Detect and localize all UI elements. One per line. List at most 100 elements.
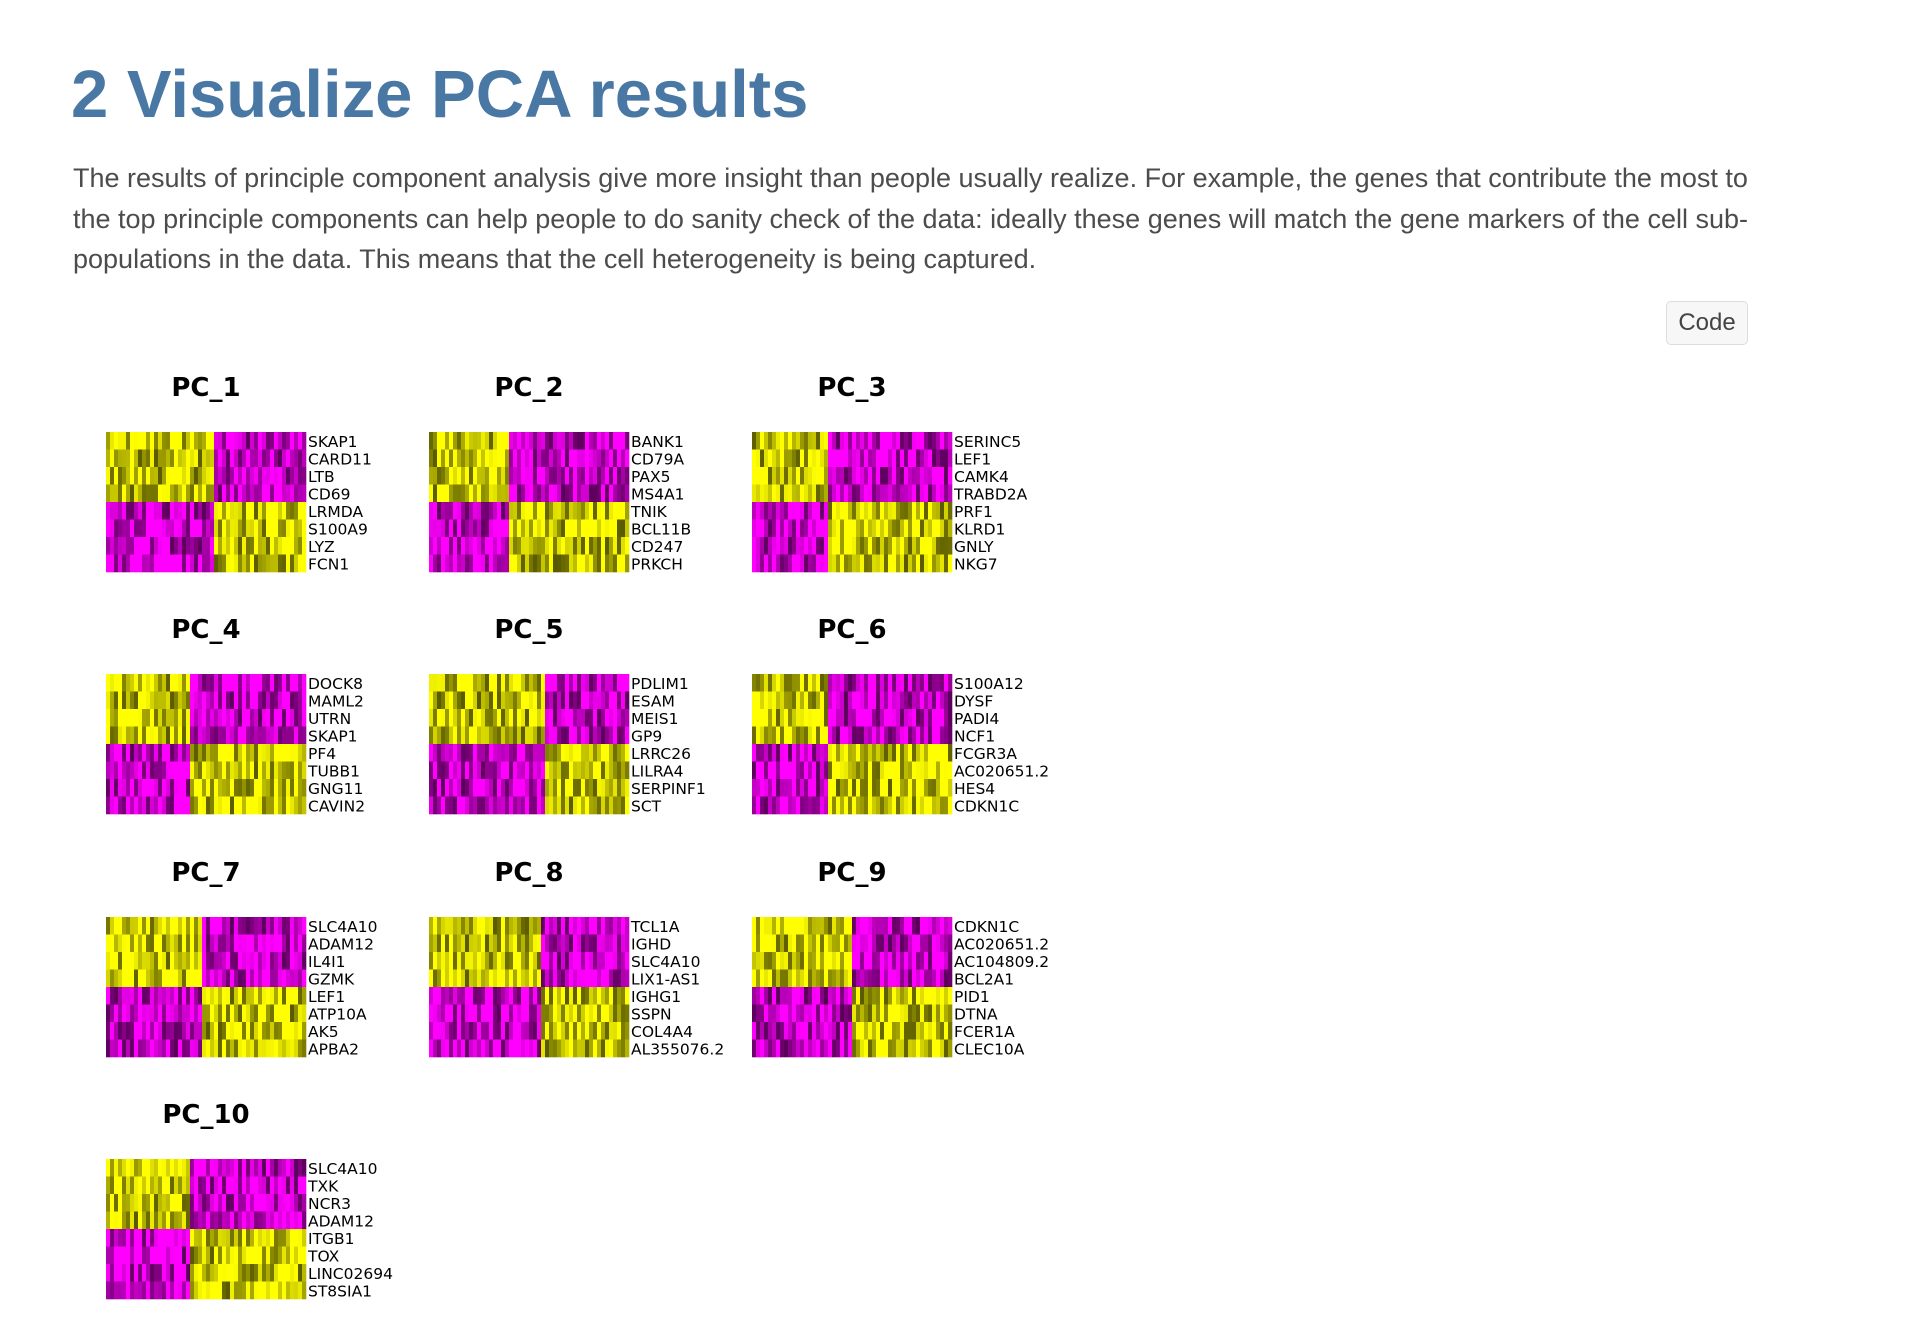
heatmap-cell: [884, 969, 889, 988]
heatmap-cell: [142, 432, 147, 450]
heatmap-cell: [294, 709, 299, 727]
heatmap-cell: [561, 674, 566, 692]
heatmap-cell: [477, 554, 482, 573]
heatmap-cell: [162, 1264, 167, 1282]
heatmap-cell: [270, 1159, 275, 1177]
heatmap-cell: [186, 1281, 191, 1300]
heatmap-cell: [880, 502, 885, 520]
heatmap-cell: [138, 726, 143, 745]
heatmap-cell: [150, 554, 155, 573]
heatmap-cell: [924, 519, 929, 538]
heatmap-cell: [896, 934, 901, 953]
heatmap-cell: [944, 761, 949, 780]
heatmap-cell: [509, 432, 514, 450]
heatmap-cell: [134, 1004, 139, 1023]
heatmap-cell: [876, 744, 881, 762]
heatmap-cell: [553, 917, 558, 935]
heatmap-cell: [258, 554, 263, 573]
heatmap-cell: [856, 467, 861, 485]
heatmap-cell: [481, 934, 486, 953]
heatmap-cell: [186, 761, 191, 780]
heatmap-cell: [218, 917, 223, 935]
heatmap-cell: [920, 519, 925, 538]
heatmap-cell: [808, 467, 813, 485]
heatmap-cell: [222, 779, 227, 797]
heatmap-cell: [246, 1159, 251, 1177]
heatmap-cell: [625, 796, 630, 815]
heatmap-cell: [840, 796, 845, 815]
heatmap-cell: [561, 432, 566, 450]
heatmap-cell: [461, 934, 466, 953]
heatmap-cell: [234, 432, 239, 450]
heatmap-cell: [549, 744, 554, 762]
heatmap-cell: [489, 779, 494, 797]
gene-label: NKG7: [954, 555, 998, 573]
heatmap-cell: [784, 449, 789, 468]
heatmap-cell: [118, 502, 123, 520]
heatmap-cell: [154, 761, 159, 780]
heatmap-cell: [437, 449, 442, 468]
heatmap-cell: [150, 761, 155, 780]
heatmap-cell: [860, 449, 865, 468]
heatmap-cell: [134, 1176, 139, 1195]
heatmap-cell: [110, 796, 115, 815]
heatmap-cell: [948, 761, 953, 780]
heatmap-cell: [788, 554, 793, 573]
heatmap-cell: [621, 726, 626, 745]
heatmap-cell: [126, 761, 131, 780]
gene-label: CLEC10A: [954, 1040, 1025, 1058]
heatmap-cell: [274, 519, 279, 538]
heatmap-cell: [772, 1022, 777, 1040]
heatmap-cell: [158, 1264, 163, 1282]
heatmap-cell: [876, 917, 881, 935]
heatmap-cell: [258, 484, 263, 503]
heatmap-cell: [501, 484, 506, 503]
heatmap-cell: [206, 709, 211, 727]
heatmap-cell: [230, 502, 235, 520]
heatmap-cell: [884, 952, 889, 970]
heatmap-cell: [254, 691, 259, 710]
heatmap-cell: [836, 726, 841, 745]
heatmap-cell: [513, 917, 518, 935]
heatmap-cell: [445, 674, 450, 692]
heatmap-cell: [194, 674, 199, 692]
heatmap-cell: [481, 691, 486, 710]
heatmap-cell: [565, 502, 570, 520]
heatmap-cell: [928, 744, 933, 762]
heatmap-cell: [884, 934, 889, 953]
heatmap-cell: [553, 744, 558, 762]
heatmap-cell: [589, 761, 594, 780]
heatmap-cell: [134, 519, 139, 538]
heatmap-cell: [924, 761, 929, 780]
heatmap-cell: [912, 537, 917, 555]
heatmap-cell: [541, 761, 546, 780]
heatmap-cell: [461, 726, 466, 745]
heatmap-cell: [549, 1039, 554, 1058]
heatmap-cell: [868, 502, 873, 520]
heatmap-cell: [250, 1176, 255, 1195]
heatmap-cell: [537, 484, 542, 503]
heatmap-cell: [840, 934, 845, 953]
heatmap-cell: [808, 709, 813, 727]
heatmap-cell: [880, 519, 885, 538]
heatmap-cell: [553, 1039, 558, 1058]
heatmap-cell: [896, 726, 901, 745]
heatmap-cell: [274, 726, 279, 745]
heatmap-cell: [509, 467, 514, 485]
heatmap-cell: [270, 1281, 275, 1300]
heatmap-cell: [134, 1159, 139, 1177]
heatmap-cell: [792, 554, 797, 573]
heatmap-cell: [836, 432, 841, 450]
heatmap-cell: [202, 1039, 207, 1058]
gene-label: IGHD: [631, 935, 671, 953]
heatmap-cell: [190, 691, 195, 710]
heatmap-cell: [166, 1211, 171, 1230]
heatmap-cell: [190, 1194, 195, 1212]
heatmap-cell: [944, 467, 949, 485]
code-toggle-button[interactable]: Code: [1666, 301, 1748, 345]
heatmap-cell: [230, 1229, 235, 1247]
heatmap-cell: [836, 796, 841, 815]
heatmap-cell: [832, 987, 837, 1005]
heatmap-cell: [134, 691, 139, 710]
heatmap-cell: [844, 537, 849, 555]
